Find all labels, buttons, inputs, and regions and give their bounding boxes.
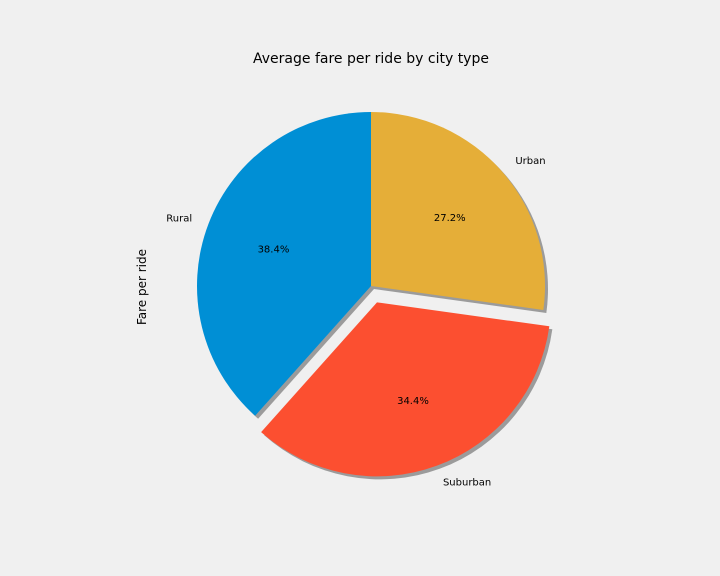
slice-percent-rural: 38.4%: [258, 244, 290, 255]
slice-label-rural: Rural: [166, 213, 192, 224]
pie-slice-urban: [371, 112, 545, 310]
pie-slice-rural: [196, 112, 371, 416]
slice-percent-urban: 27.2%: [434, 213, 466, 224]
slice-label-suburban: Suburban: [443, 478, 491, 489]
chart-title: Average fare per ride by city type: [253, 51, 489, 67]
slice-percent-suburban: 34.4%: [397, 396, 429, 407]
y-axis-label: Fare per ride: [135, 249, 149, 325]
slice-labels: Rural 38.4% Suburban 34.4% Urban 27.2%: [166, 156, 545, 489]
slice-label-urban: Urban: [515, 156, 545, 167]
pie-slice-suburban: [261, 302, 550, 477]
pie-slices: [196, 112, 550, 477]
